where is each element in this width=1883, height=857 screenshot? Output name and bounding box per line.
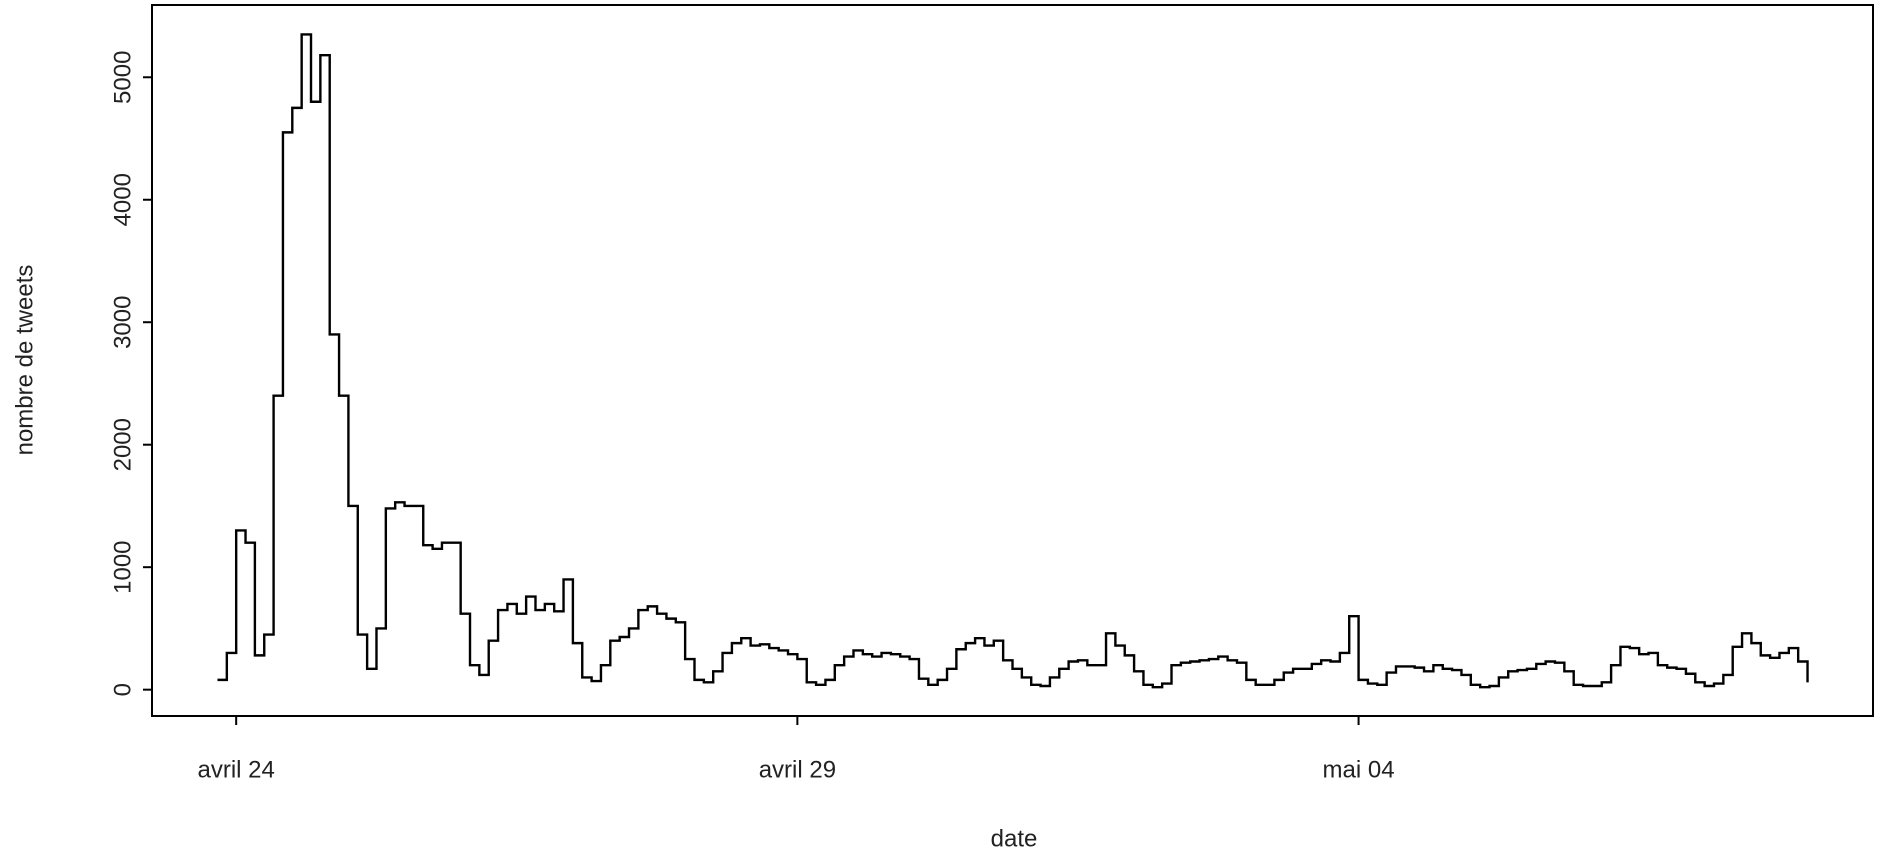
y-tick-label: 0 bbox=[109, 683, 136, 696]
y-tick-label: 2000 bbox=[109, 418, 136, 471]
y-tick-label: 1000 bbox=[109, 540, 136, 593]
y-tick-label: 5000 bbox=[109, 51, 136, 104]
x-axis-label: date bbox=[991, 825, 1038, 852]
y-axis-label: nombre de tweets bbox=[11, 265, 38, 456]
step-line bbox=[217, 33, 1809, 689]
plot-frame bbox=[151, 4, 1874, 717]
x-tick-label: mai 04 bbox=[1323, 756, 1395, 783]
x-tick-label: avril 29 bbox=[759, 756, 836, 783]
y-tick-label: 3000 bbox=[109, 296, 136, 349]
y-tick-label: 4000 bbox=[109, 173, 136, 226]
x-tick-label: avril 24 bbox=[197, 756, 274, 783]
